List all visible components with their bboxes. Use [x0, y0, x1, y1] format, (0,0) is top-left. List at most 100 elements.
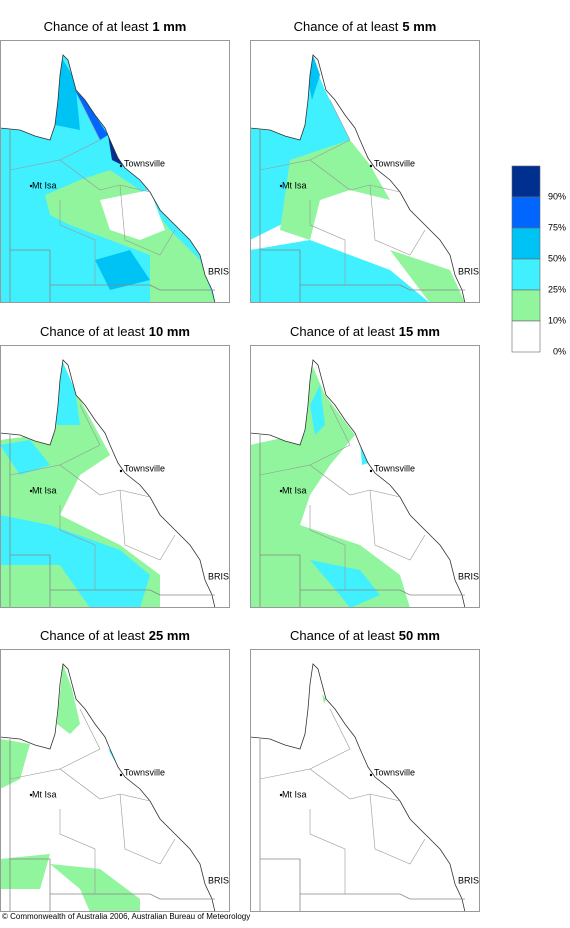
- panel-title: Chance of at least 5 mm: [294, 19, 437, 34]
- legend-label: 25%: [548, 284, 566, 294]
- probability-area: [0, 739, 30, 789]
- title-prefix: Chance of at least: [290, 324, 395, 339]
- probability-area: [100, 190, 165, 240]
- land-fill: [250, 360, 465, 608]
- town-dot: [279, 184, 283, 188]
- place-label: Mt Isa: [282, 180, 307, 190]
- title-amount: 25 mm: [149, 628, 190, 643]
- land-fill: [250, 55, 465, 303]
- coastline: [0, 663, 216, 912]
- coastline: [250, 54, 466, 303]
- district-border: [309, 99, 351, 161]
- place-label: Townsville: [374, 463, 415, 473]
- town-dot: [29, 793, 33, 797]
- town-dot: [369, 164, 373, 168]
- land-base: [250, 664, 465, 912]
- panel-title: Chance of at least 25 mm: [40, 628, 190, 643]
- town-dot: [29, 184, 33, 188]
- probability-area: [0, 440, 50, 475]
- district-border: [59, 505, 96, 590]
- panel-frame: [250, 649, 480, 912]
- panel-title: Chance of at least 50 mm: [290, 628, 440, 643]
- title-amount: 10 mm: [149, 324, 190, 339]
- probability-area: [250, 55, 350, 240]
- map-panel: Townsville Mt Isa BRIS: [0, 663, 229, 912]
- probability-area: [310, 385, 325, 435]
- district-border: [309, 505, 346, 590]
- state-border: [50, 284, 215, 291]
- place-label: Townsville: [124, 158, 165, 168]
- coastline: [250, 359, 466, 608]
- district-border: [309, 404, 351, 466]
- district-border: [369, 184, 426, 256]
- panel-frame: [0, 649, 230, 912]
- legend-label: 50%: [548, 253, 566, 263]
- probability-area: [280, 140, 390, 240]
- district-border: [119, 793, 176, 865]
- legend-swatch: [511, 196, 541, 229]
- probability-area: [55, 55, 80, 130]
- place-label: BRIS: [208, 875, 229, 885]
- legend-label: 0%: [553, 346, 566, 356]
- place-label: BRIS: [458, 266, 479, 276]
- panel-frame: [0, 40, 230, 303]
- legend-label: 10%: [548, 315, 566, 325]
- legend-swatch: [511, 165, 541, 198]
- probability-area: [95, 250, 150, 290]
- map-panel: Townsville Mt Isa BRIS: [0, 54, 229, 303]
- title-prefix: Chance of at least: [40, 628, 145, 643]
- state-border: [50, 589, 215, 596]
- panel-frame: [250, 345, 480, 608]
- title-amount: 1 mm: [152, 19, 186, 34]
- title-prefix: Chance of at least: [44, 19, 149, 34]
- place-label: Townsville: [124, 767, 165, 777]
- legend-swatch: [511, 258, 541, 291]
- title-prefix: Chance of at least: [40, 324, 145, 339]
- probability-area: [55, 360, 80, 425]
- town-dot: [119, 164, 123, 168]
- district-border: [59, 809, 96, 894]
- district-border: [119, 184, 176, 256]
- district-border: [119, 489, 176, 561]
- district-border: [59, 404, 101, 466]
- coastline: [0, 54, 216, 303]
- place-label: Mt Isa: [282, 485, 307, 495]
- district-border: [59, 200, 96, 285]
- probability-area: [250, 240, 430, 303]
- probability-area: [250, 360, 410, 608]
- panel-frame: [250, 40, 480, 303]
- panel-title: Chance of at least 15 mm: [290, 324, 440, 339]
- district-border: [369, 793, 426, 865]
- place-label: Townsville: [374, 767, 415, 777]
- district-border: [369, 489, 426, 561]
- map-panel: Townsville Mt Isa BRIS: [0, 359, 229, 608]
- state-border: [300, 589, 465, 596]
- legend-label: 75%: [548, 222, 566, 232]
- place-label: Townsville: [124, 463, 165, 473]
- town-dot: [369, 773, 373, 777]
- coastline: [250, 663, 466, 912]
- map-panel: Townsville Mt Isa BRIS: [250, 663, 479, 912]
- coastline: [0, 359, 216, 608]
- town-dot: [279, 489, 283, 493]
- title-prefix: Chance of at least: [290, 628, 395, 643]
- place-label: Mt Isa: [32, 485, 57, 495]
- district-border: [309, 708, 351, 770]
- place-label: BRIS: [208, 571, 229, 581]
- legend-label: 90%: [548, 191, 566, 201]
- legend-swatch: [511, 320, 541, 353]
- probability-area: [0, 515, 150, 608]
- probability-area: [358, 734, 362, 744]
- land-fill: [0, 360, 215, 608]
- panel-frame: [0, 345, 230, 608]
- legend-swatch: [511, 227, 541, 260]
- town-dot: [369, 469, 373, 473]
- place-label: Mt Isa: [32, 180, 57, 190]
- district-border: [59, 708, 101, 770]
- state-border: [300, 893, 465, 900]
- probability-area: [108, 749, 118, 767]
- title-amount: 5 mm: [402, 19, 436, 34]
- district-border: [9, 159, 151, 193]
- land-fill: [0, 55, 215, 303]
